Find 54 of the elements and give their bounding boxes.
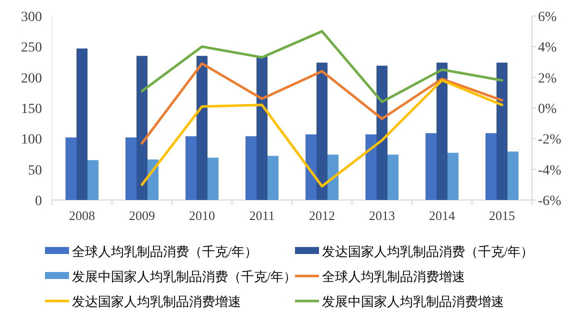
bar: [486, 133, 496, 200]
y-tick-label: 300: [21, 10, 42, 25]
y2-tick-label: -6%: [538, 194, 562, 209]
y2-tick-label: -4%: [538, 163, 562, 178]
bar: [66, 137, 76, 200]
x-tick-label: 2008: [69, 208, 95, 223]
legend-label: 发展中国家人均乳制品消费（千克/年）: [72, 269, 297, 284]
x-tick-label: 2013: [369, 208, 395, 223]
legend-label: 发展中国家人均乳制品消费增速: [322, 294, 504, 309]
bar: [136, 56, 148, 200]
bar: [256, 56, 268, 200]
bar: [186, 136, 196, 200]
bar: [436, 62, 448, 200]
x-tick-label: 2012: [309, 208, 335, 223]
bar: [196, 56, 208, 200]
y-tick-label: 200: [21, 71, 42, 86]
y-tick-label: 100: [21, 132, 42, 148]
bar: [316, 62, 328, 200]
bar: [88, 160, 98, 200]
bar: [268, 156, 278, 200]
y2-tick-label: 4%: [538, 40, 557, 56]
y2-tick-label: -2%: [538, 132, 562, 148]
bar: [426, 133, 436, 200]
x-tick-label: 2014: [429, 208, 456, 223]
x-tick-label: 2011: [249, 208, 275, 223]
line-series: [140, 62, 504, 145]
bar: [388, 154, 398, 200]
bar: [376, 66, 388, 200]
y2-tick-label: 6%: [538, 10, 557, 25]
bar: [208, 158, 218, 200]
y2-tick-label: 2%: [538, 71, 557, 86]
legend-label: 全球人均乳制品消费（千克/年）: [72, 244, 258, 259]
y-tick-label: 0: [35, 194, 42, 209]
bar: [448, 152, 458, 200]
legend-label: 全球人均乳制品消费增速: [322, 269, 465, 284]
legend-label: 发达国家人均乳制品消费增速: [72, 294, 241, 309]
bar: [246, 136, 256, 200]
legend-label: 发达国家人均乳制品消费（千克/年）: [322, 244, 534, 259]
y-tick-label: 150: [21, 102, 42, 117]
x-tick-label: 2015: [489, 208, 515, 223]
bar: [496, 62, 508, 200]
bar: [126, 137, 136, 200]
y-tick-label: 250: [21, 40, 42, 56]
line-series: [140, 79, 504, 188]
bar: [76, 48, 88, 200]
bar: [366, 134, 376, 200]
x-tick-label: 2009: [129, 208, 155, 223]
bar: [508, 152, 518, 200]
line-series: [140, 30, 504, 104]
bar: [306, 134, 316, 200]
bar: [328, 154, 338, 200]
y2-tick-label: 0%: [538, 102, 557, 117]
y-tick-label: 50: [28, 163, 42, 178]
x-tick-label: 2010: [189, 208, 215, 223]
